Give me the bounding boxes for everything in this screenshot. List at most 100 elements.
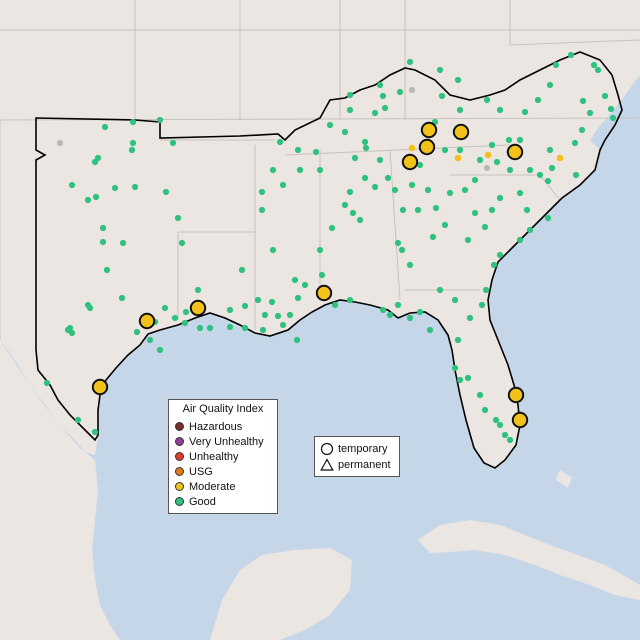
site-no-data-marker (483, 164, 491, 172)
site-good-marker (461, 186, 469, 194)
site-good-marker (406, 58, 414, 66)
site-good-marker (578, 126, 586, 134)
site-good-marker (548, 164, 556, 172)
site-good-marker (398, 246, 406, 254)
site-type-legend: temporary permanent (314, 436, 400, 477)
site-good-marker (258, 188, 266, 196)
legend-label: Hazardous (189, 420, 243, 433)
site-good-marker (293, 336, 301, 344)
site-good-marker (456, 376, 464, 384)
bahamas (556, 470, 572, 488)
site-good-marker (326, 121, 334, 129)
site-good-marker (483, 96, 491, 104)
site-good-marker (99, 238, 107, 246)
yucatan (210, 548, 352, 640)
site-good-marker (279, 181, 287, 189)
site-good-marker (488, 206, 496, 214)
site-good-marker (316, 166, 324, 174)
site-good-marker (68, 181, 76, 189)
site-good-marker (454, 76, 462, 84)
site-good-marker (68, 329, 76, 337)
site-good-marker (506, 166, 514, 174)
site-moderate-temporary-marker (507, 386, 525, 404)
site-good-marker (416, 308, 424, 316)
cuba (418, 520, 640, 600)
site-good-marker (546, 146, 554, 154)
site-moderate-temporary-marker (138, 312, 156, 330)
site-good-marker (594, 66, 602, 74)
site-good-marker (371, 183, 379, 191)
site-good-marker (74, 416, 82, 424)
site-good-marker (174, 214, 182, 222)
site-good-marker (346, 106, 354, 114)
site-good-marker (356, 216, 364, 224)
site-good-marker (349, 209, 357, 217)
site-good-marker (516, 189, 524, 197)
site-good-marker (408, 181, 416, 189)
site-good-marker (438, 92, 446, 100)
site-good-marker (466, 314, 474, 322)
legend-item-good: Good (175, 494, 271, 509)
site-good-marker (471, 209, 479, 217)
site-good-marker (238, 266, 246, 274)
site-good-marker (446, 189, 454, 197)
site-good-marker (579, 97, 587, 105)
site-good-marker (91, 428, 99, 436)
site-good-marker (286, 311, 294, 319)
site-good-marker (471, 176, 479, 184)
site-good-marker (371, 109, 379, 117)
permanent-label: permanent (338, 459, 391, 471)
site-good-marker (441, 221, 449, 229)
site-good-marker (456, 146, 464, 154)
site-good-marker (279, 321, 287, 329)
site-good-marker (301, 281, 309, 289)
site-good-marker (128, 146, 136, 154)
site-good-marker (346, 296, 354, 304)
site-good-marker (91, 158, 99, 166)
site-good-marker (86, 304, 94, 312)
site-good-marker (261, 311, 269, 319)
region-boundary (35, 51, 623, 469)
site-good-marker (274, 312, 282, 320)
site-moderate-temporary-marker (511, 411, 529, 429)
site-good-marker (572, 171, 580, 179)
site-good-marker (451, 296, 459, 304)
site-moderate-temporary-marker (452, 123, 470, 141)
site-good-marker (346, 91, 354, 99)
legend-item-unhealthy: Unhealthy (175, 449, 271, 464)
site-good-marker (346, 188, 354, 196)
site-good-marker (396, 88, 404, 96)
site-good-marker (103, 266, 111, 274)
site-good-marker (259, 326, 267, 334)
site-good-marker (181, 319, 189, 327)
site-good-marker (544, 214, 552, 222)
site-good-marker (391, 186, 399, 194)
site-good-marker (526, 166, 534, 174)
site-moderate-temporary-marker (401, 153, 419, 171)
site-good-marker (66, 324, 74, 332)
site-good-marker (156, 116, 164, 124)
site-good-marker (552, 61, 560, 69)
site-good-marker (534, 96, 542, 104)
site-good-marker (291, 276, 299, 284)
site-good-marker (571, 139, 579, 147)
site-good-marker (316, 246, 324, 254)
site-good-marker (436, 66, 444, 74)
hazardous-swatch (175, 422, 184, 431)
site-good-marker (590, 61, 598, 69)
site-good-marker (496, 421, 504, 429)
legend-item-moderate: Moderate (175, 479, 271, 494)
site-good-marker (394, 301, 402, 309)
site-no-data-marker (56, 139, 64, 147)
site-good-marker (294, 294, 302, 302)
site-good-marker (496, 251, 504, 259)
site-good-marker (451, 364, 459, 372)
site-good-marker (454, 336, 462, 344)
site-good-marker (171, 314, 179, 322)
site-good-marker (129, 118, 137, 126)
site-good-marker (361, 138, 369, 146)
site-good-marker (609, 114, 617, 122)
site-good-marker (269, 166, 277, 174)
site-good-marker (544, 177, 552, 185)
site-good-marker (43, 379, 51, 387)
